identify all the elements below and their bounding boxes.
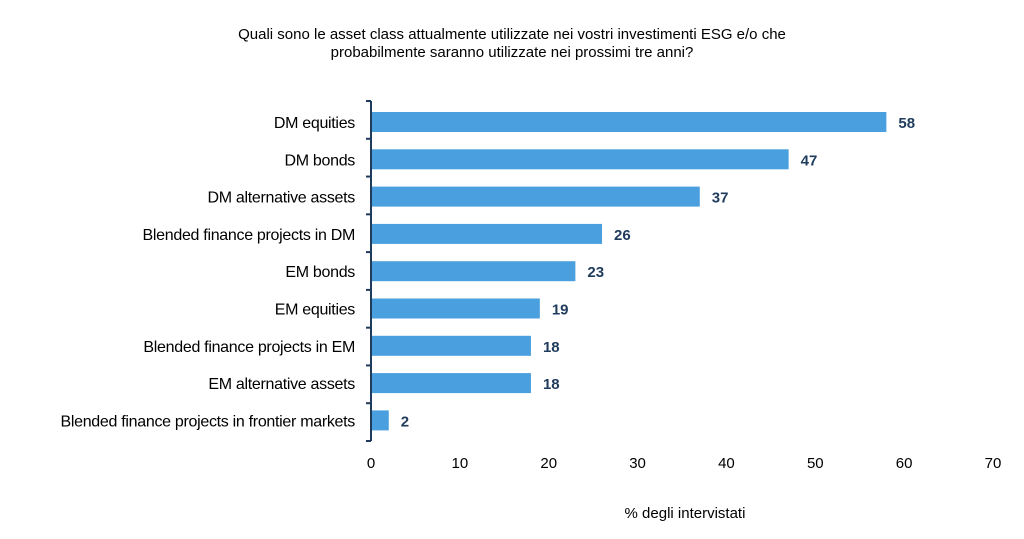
x-tick-label: 20 xyxy=(540,455,557,472)
data-label: 47 xyxy=(801,152,818,169)
category-label: EM bonds xyxy=(285,264,355,281)
category-label: EM equities xyxy=(275,302,356,319)
x-tick-label: 10 xyxy=(452,455,469,472)
data-labels: 58 47 37 26 23 19 18 18 2 xyxy=(401,115,915,430)
data-label: 18 xyxy=(543,339,560,356)
bar xyxy=(371,186,700,207)
x-tick-label: 50 xyxy=(807,455,824,472)
category-label: DM alternative assets xyxy=(207,190,355,207)
category-label: Blended finance projects in EM xyxy=(143,339,355,356)
x-tick-label: 30 xyxy=(629,455,646,472)
category-label: DM bonds xyxy=(284,152,355,169)
category-labels: DM equities DM bonds DM alternative assets… xyxy=(60,115,355,430)
x-tick-label: 60 xyxy=(896,455,913,472)
data-label: 37 xyxy=(712,190,729,207)
data-label: 26 xyxy=(614,227,631,244)
bar xyxy=(371,223,603,244)
chart-title-line: probabilmente saranno utilizzate nei pro… xyxy=(331,44,694,61)
category-label: DM equities xyxy=(274,115,355,132)
x-tick-label: 40 xyxy=(718,455,735,472)
bar xyxy=(371,149,789,170)
x-tick-labels: 0 10 20 30 40 50 60 70 xyxy=(367,455,1002,472)
data-label: 23 xyxy=(587,264,604,281)
data-label: 2 xyxy=(401,413,409,430)
bars xyxy=(371,112,887,431)
chart-title-line: Quali sono le asset class attualmente ut… xyxy=(238,26,786,43)
category-axis xyxy=(366,100,372,442)
data-label: 18 xyxy=(543,376,560,393)
bar xyxy=(371,410,389,431)
category-label: EM alternative assets xyxy=(208,376,355,393)
category-label: Blended finance projects in DM xyxy=(143,227,355,244)
bar xyxy=(371,112,887,132)
data-label: 19 xyxy=(552,302,569,319)
x-tick-label: 70 xyxy=(985,455,1002,472)
chart-title: Quali sono le asset class attualmente ut… xyxy=(238,26,786,61)
data-label: 58 xyxy=(898,115,915,132)
category-label: Blended finance projects in frontier mar… xyxy=(60,413,355,430)
bar xyxy=(371,335,531,356)
x-tick-label: 0 xyxy=(367,455,375,472)
x-axis-title: % degli intervistati xyxy=(625,505,746,522)
bar xyxy=(371,261,576,282)
bar xyxy=(371,373,531,394)
bar xyxy=(371,298,540,319)
